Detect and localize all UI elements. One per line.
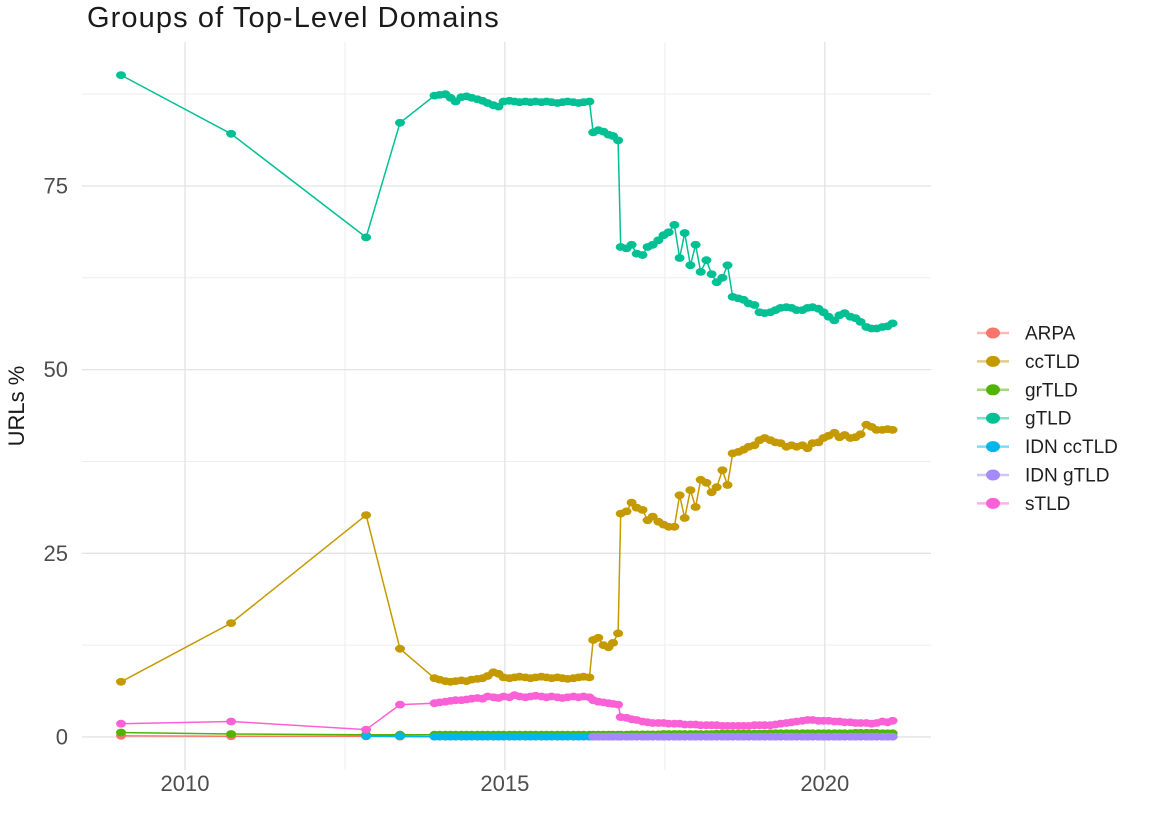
legend-item-cctld: ccTLD: [977, 352, 1080, 373]
data-point: [226, 730, 237, 738]
data-point: [887, 426, 898, 434]
legend-item-label: IDN gTLD: [1025, 466, 1109, 487]
data-point: [626, 240, 637, 249]
legend-item-label: IDN ccTLD: [1025, 437, 1118, 458]
series-points: [116, 71, 898, 741]
legend-item-idn-cctld: IDN ccTLD: [977, 437, 1118, 458]
data-point: [116, 71, 126, 79]
x-tick-label: 2020: [800, 771, 849, 796]
data-point: [637, 251, 648, 259]
data-point: [685, 486, 696, 494]
y-tick-label: 25: [44, 541, 68, 566]
data-point: [608, 639, 618, 647]
data-point: [887, 319, 898, 328]
data-point: [674, 254, 685, 262]
data-point: [584, 97, 595, 106]
data-point: [669, 522, 680, 531]
legend-key-point: [986, 441, 1000, 453]
data-point: [669, 221, 680, 229]
legend-key-point: [986, 412, 1000, 424]
data-point: [226, 717, 237, 726]
series-points-ccTLD: [116, 420, 898, 686]
series-lines: [120, 74, 893, 738]
data-point: [361, 725, 372, 734]
legend-item-stld: sTLD: [977, 494, 1070, 515]
data-point: [663, 228, 674, 237]
data-point: [593, 633, 604, 642]
chart-title: Groups of Top-Level Domains: [87, 2, 500, 34]
x-tick-label: 2010: [161, 771, 210, 796]
legend-key-point: [986, 469, 1000, 481]
data-point: [361, 233, 372, 242]
data-point: [395, 118, 405, 127]
legend-item-label: gTLD: [1025, 409, 1071, 430]
data-point: [685, 261, 696, 270]
series-line-gTLD: [120, 74, 893, 330]
legend: ARPA ccTLD grTLD gTLD IDN ccTLD IDN gTLD sTLD: [977, 324, 1118, 515]
data-point: [116, 728, 126, 737]
data-point: [395, 644, 405, 653]
series-points-sTLD: [116, 691, 898, 734]
data-point: [701, 256, 712, 265]
legend-key-point: [986, 327, 1000, 339]
y-axis-tick-labels: 0 25 50 75: [44, 173, 68, 749]
data-point: [717, 466, 728, 475]
data-point: [226, 619, 237, 627]
y-tick-label: 75: [44, 173, 68, 198]
legend-key-point: [986, 355, 1000, 367]
data-point: [722, 481, 733, 489]
data-point: [584, 673, 595, 682]
data-point: [887, 732, 898, 741]
data-point: [690, 240, 701, 249]
data-point: [855, 430, 866, 439]
data-point: [637, 506, 648, 514]
data-point: [711, 483, 722, 492]
data-point: [116, 677, 126, 686]
data-point: [701, 478, 712, 487]
data-point: [855, 318, 866, 326]
y-axis-title: URLs %: [4, 366, 29, 447]
data-point: [690, 503, 701, 511]
series-points-gTLD: [116, 71, 898, 333]
data-point: [613, 700, 624, 709]
legend-key-point: [986, 384, 1000, 396]
x-tick-label: 2015: [480, 771, 529, 796]
legend-item-arpa: ARPA: [977, 324, 1076, 345]
data-point: [395, 732, 405, 741]
gridlines-major: [82, 42, 931, 770]
legend-item-grtld: grTLD: [977, 380, 1078, 401]
y-tick-label: 0: [56, 724, 68, 749]
data-point: [613, 629, 624, 638]
data-point: [706, 270, 717, 278]
legend-item-label: ccTLD: [1025, 352, 1080, 373]
data-point: [621, 507, 632, 516]
legend-item-label: sTLD: [1025, 494, 1070, 515]
data-point: [674, 491, 685, 500]
data-point: [695, 268, 706, 276]
data-point: [722, 261, 733, 270]
data-point: [887, 716, 898, 725]
data-point: [613, 136, 624, 145]
data-point: [116, 719, 126, 728]
data-point: [679, 514, 690, 522]
data-point: [226, 129, 237, 138]
legend-item-idn-gtld: IDN gTLD: [977, 466, 1109, 487]
data-point: [679, 229, 690, 237]
data-point: [717, 273, 728, 282]
legend-item-label: grTLD: [1025, 380, 1078, 401]
series-points-IDN-gTLD: [588, 732, 898, 741]
data-point: [361, 511, 372, 519]
legend-item-label: ARPA: [1025, 324, 1076, 345]
x-axis-tick-labels: 2010 2015 2020: [161, 771, 850, 796]
data-point: [647, 512, 658, 521]
data-point: [749, 301, 760, 309]
data-point: [395, 700, 405, 709]
legend-item-gtld: gTLD: [977, 409, 1071, 430]
legend-key-point: [986, 497, 1000, 509]
gridlines-minor: [82, 42, 931, 770]
data-point: [361, 732, 372, 741]
y-tick-label: 50: [44, 357, 68, 382]
